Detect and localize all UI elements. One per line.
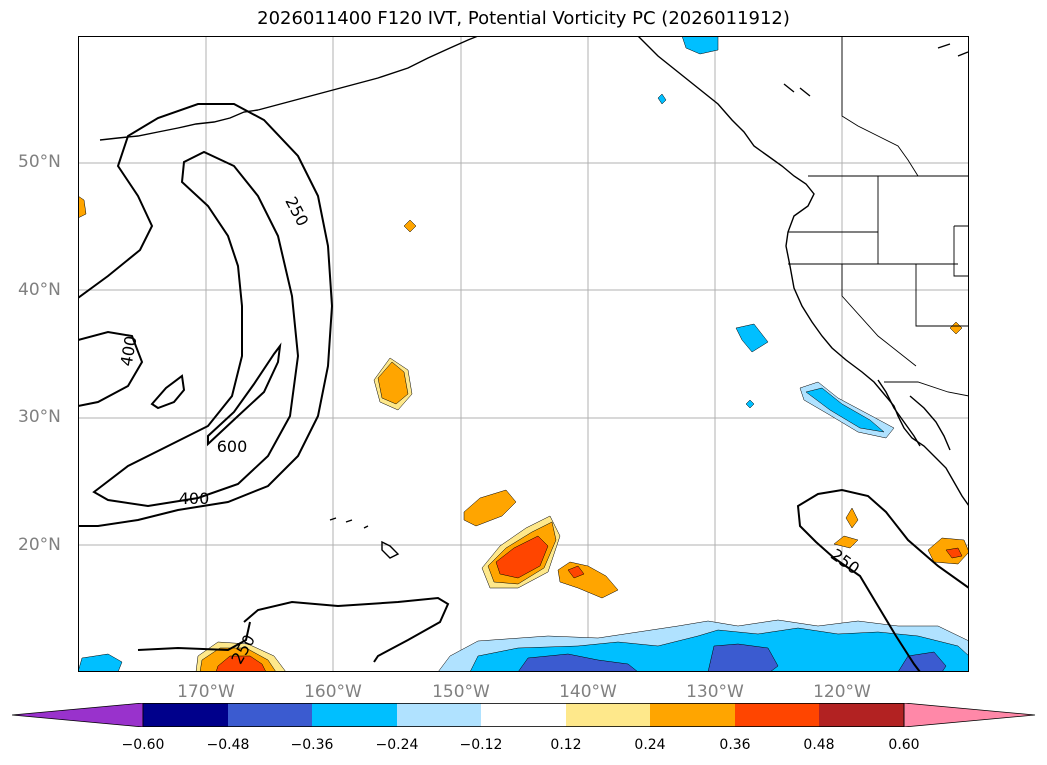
border-states-5 (841, 264, 917, 367)
colorbar-tick-10: 0.60 (888, 737, 920, 753)
map-plot-area: 250 400 600 400 250 250 (78, 36, 969, 672)
colorbar-tick-8: 0.36 (719, 737, 751, 753)
ivt-contour-250-west (78, 103, 334, 527)
colorbar-segment-4 (397, 703, 481, 727)
pv-positive-37n (949, 321, 963, 335)
lon-label-150w: 150°W (432, 682, 490, 702)
ivt-contour-400-small (150, 374, 186, 410)
ivt-contour-250-south (243, 596, 450, 663)
pv-negative-north (681, 36, 719, 55)
colorbar-tick-7: 0.24 (634, 737, 666, 753)
lat-label-20n: 20°N (18, 535, 61, 555)
lon-label-170w: 170°W (177, 682, 235, 702)
pv-positive-18n-core (567, 565, 585, 579)
pv-negative-dot-2 (745, 399, 755, 409)
border-states-6 (953, 225, 969, 277)
ivt-contour-600 (207, 342, 282, 447)
coastline-baja (877, 379, 921, 447)
colorbar-border (142, 703, 905, 727)
lon-label-140w: 140°W (559, 682, 617, 702)
pv-negative-dot-1 (657, 93, 667, 105)
ivt-contour-400-west (78, 330, 144, 407)
border-us-mexico (884, 381, 969, 397)
colorbar-segment-2 (228, 703, 312, 727)
pv-shading (78, 36, 969, 672)
lon-label-160w: 160°W (304, 682, 362, 702)
colorbar-segment-1 (143, 703, 228, 727)
colorbar-tick-6: 0.12 (550, 737, 582, 753)
map-title: 2026011400 F120 IVT, Potential Vorticity… (257, 8, 790, 29)
colorbar-tick-9: 0.48 (803, 737, 835, 753)
colorbar-extend-min (12, 703, 144, 727)
colorbar (12, 703, 1036, 727)
pv-negative-west-coast-1 (735, 323, 769, 353)
pv-negative-baja-core (805, 387, 885, 433)
colorbar-tick-3: −0.36 (290, 737, 334, 753)
border-alaska-canada (841, 36, 919, 177)
coastline-alaska-north (783, 43, 969, 97)
ivt-contour-250-east (796, 488, 969, 672)
pv-positive-19n-east-core (945, 547, 963, 559)
pv-positive-22n (463, 489, 517, 527)
pv-positive-22n-east (845, 507, 859, 529)
pv-positive-dot-45n (403, 219, 417, 233)
colorbar-segment-3 (312, 703, 397, 727)
coastline-gulf-ca (909, 395, 951, 451)
coastlines (99, 36, 969, 559)
contour-label-250-north: 250 (281, 193, 312, 229)
ivt-contour-250-sw (137, 621, 251, 652)
contour-label-250-east: 250 (827, 545, 863, 578)
contour-label-400-west: 400 (117, 334, 141, 367)
lat-label-40n: 40°N (18, 280, 61, 300)
colorbar-segment-8 (735, 703, 819, 727)
pv-positive-sw-core (215, 655, 267, 672)
lon-label-120w: 120°W (813, 682, 871, 702)
colorbar-tick-2: −0.48 (206, 737, 250, 753)
colorbar-segment-5 (481, 703, 566, 727)
coastline-se-alaska-bc (637, 36, 969, 507)
pv-positive-20n-east (833, 535, 859, 549)
ivt-contour-400-outer (92, 150, 300, 508)
lat-label-30n: 30°N (18, 407, 61, 427)
contour-label-600: 600 (217, 437, 248, 456)
lat-label-50n: 50°N (18, 152, 61, 172)
political-borders (788, 36, 969, 397)
colorbar-segment-7 (650, 703, 735, 727)
border-states-4 (915, 264, 969, 327)
colorbar-tick-5: −0.12 (459, 737, 503, 753)
coastline-alaska (257, 36, 479, 111)
pv-negative-band-south-strong-2 (707, 643, 779, 672)
colorbar-tick-4: −0.24 (375, 737, 419, 753)
map-canvas: 250 400 600 400 250 250 (78, 36, 969, 672)
pv-positive-19n-core (495, 535, 549, 579)
pv-negative-band-south-strong (517, 653, 639, 672)
colorbar-tick-1: −0.60 (121, 737, 165, 753)
ivt-contours (78, 103, 969, 672)
coastline-aleutians (99, 109, 259, 141)
colorbar-segment-9 (819, 703, 904, 727)
pv-positive-33n-core (377, 361, 409, 405)
colorbar-segment-6 (566, 703, 650, 727)
pv-positive-west-edge (78, 195, 87, 219)
map-border (78, 36, 969, 672)
lon-label-130w: 130°W (686, 682, 744, 702)
colorbar-extend-max (903, 703, 1036, 727)
contour-label-400-south: 400 (179, 489, 210, 508)
pv-negative-sw (78, 653, 123, 672)
hawaii-islands (329, 517, 400, 559)
